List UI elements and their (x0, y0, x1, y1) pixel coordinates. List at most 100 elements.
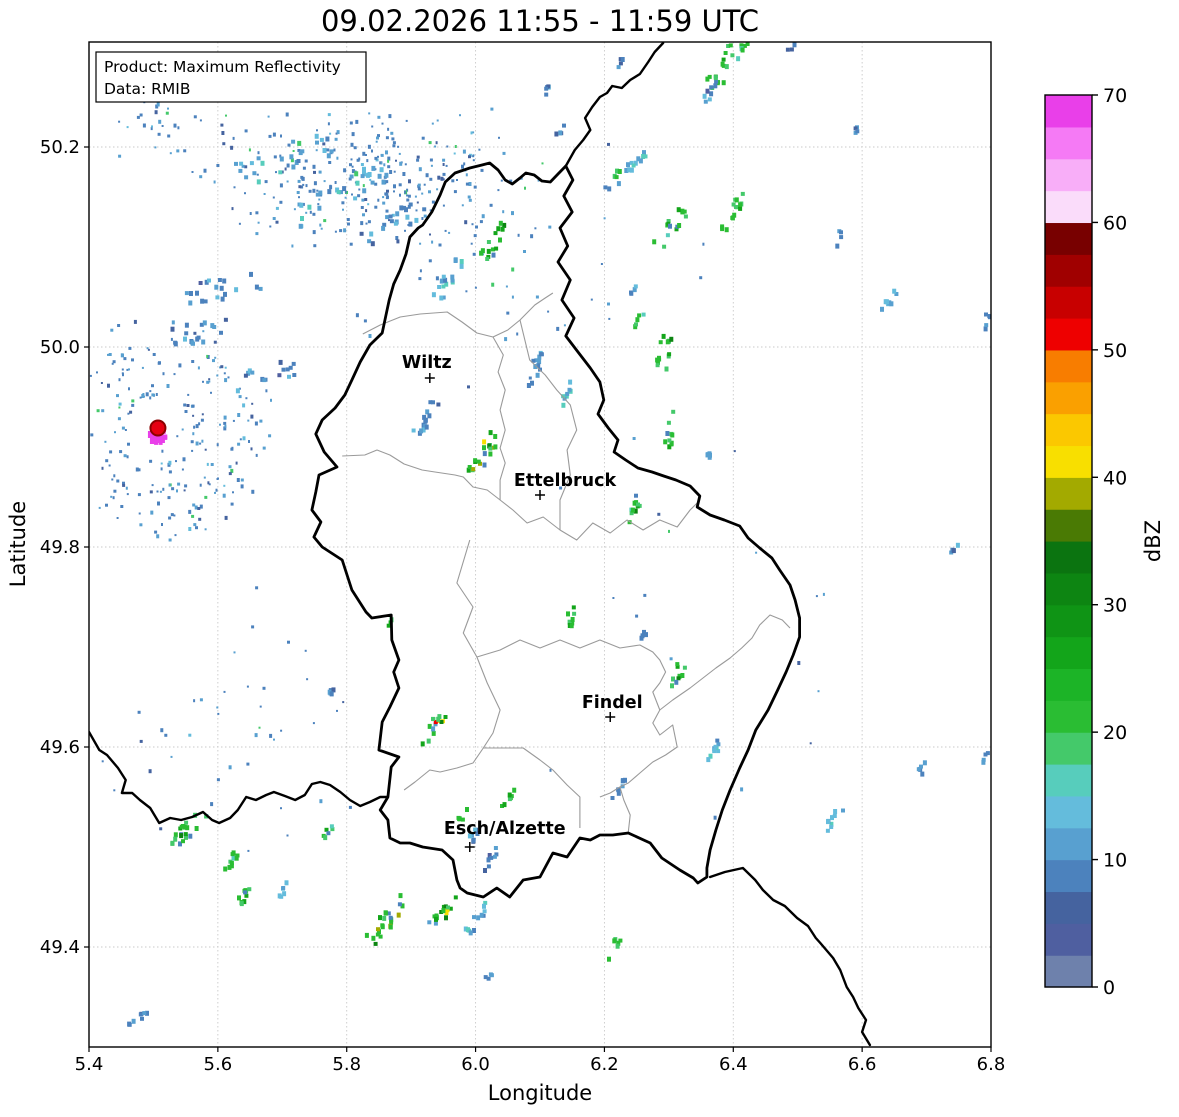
radar-echo-pixel (378, 934, 383, 939)
radar-echo-pixel (620, 57, 625, 62)
radar-echo-pixel (466, 467, 471, 473)
radar-echo-pixel (139, 739, 143, 743)
radar-echo-pixel (236, 478, 240, 482)
radar-echo-pixel (419, 269, 422, 273)
y-tick-label: 50.0 (40, 337, 80, 358)
radar-echo-pixel (168, 483, 171, 487)
radar-echo-pixel (512, 787, 517, 793)
radar-echo-pixel (488, 972, 493, 977)
radar-echo-pixel (184, 322, 189, 328)
radar-echo-pixel (75, 463, 77, 465)
radar-echo-pixel (163, 434, 168, 440)
radar-echo-pixel (169, 152, 172, 155)
radar-echo-pixel (478, 148, 481, 151)
radar-echo-pixel (608, 317, 611, 320)
radar-echo-pixel (129, 410, 133, 414)
radar-echo-pixel (445, 164, 448, 167)
radar-echo-pixel (417, 183, 421, 187)
radar-echo-pixel (212, 359, 215, 363)
radar-echo-pixel (240, 478, 244, 482)
radar-echo-pixel (118, 154, 122, 158)
radar-echo-pixel (68, 421, 70, 423)
radar-echo-pixel (285, 367, 290, 372)
radar-clutter-pixel (147, 431, 157, 438)
radar-echo-pixel (327, 189, 332, 195)
radar-echo-pixel (460, 817, 465, 822)
radar-echo-layer (68, 42, 991, 1027)
radar-echo-pixel (296, 191, 300, 194)
colorbar-tick-label: 70 (1103, 85, 1127, 107)
radar-echo-pixel (188, 833, 193, 839)
radar-echo-pixel (442, 295, 446, 300)
radar-echo-pixel (131, 403, 135, 407)
radar-echo-pixel (203, 476, 206, 479)
radar-echo-pixel (385, 136, 389, 140)
radar-echo-pixel (535, 372, 540, 378)
radar-echo-pixel (118, 378, 121, 382)
radar-echo-pixel (438, 243, 442, 247)
radar-echo-pixel (191, 449, 194, 452)
radar-echo-pixel (984, 312, 988, 317)
radar-echo-pixel (273, 155, 277, 159)
radar-echo-pixel (159, 490, 162, 493)
radar-echo-pixel (640, 633, 645, 639)
radar-echo-pixel (634, 493, 638, 498)
radar-echo-pixel (195, 424, 199, 429)
radar-echo-pixel (70, 431, 73, 434)
radar-echo-pixel (351, 193, 353, 196)
radar-echo-pixel (254, 284, 259, 290)
radar-echo-pixel (428, 400, 433, 405)
radar-echo-pixel (635, 614, 639, 618)
radar-echo-pixel (494, 246, 499, 251)
radar-echo-pixel (119, 450, 123, 454)
radar-echo-pixel (128, 346, 132, 350)
radar-echo-pixel (360, 206, 364, 209)
radar-echo-pixel (369, 231, 374, 237)
radar-echo-pixel (128, 368, 130, 371)
radar-echo-pixel (643, 593, 647, 597)
radar-echo-pixel (682, 209, 687, 214)
radar-echo-pixel (149, 459, 153, 463)
radar-echo-pixel (312, 164, 316, 169)
radar-echo-pixel (264, 180, 268, 184)
radar-echo-pixel (299, 202, 304, 208)
radar-echo-pixel (330, 827, 335, 832)
radar-echo-pixel (301, 178, 304, 181)
radar-echo-pixel (708, 753, 713, 759)
radar-echo-pixel (324, 827, 329, 832)
radar-echo-pixel (336, 130, 340, 135)
radar-echo-pixel (833, 809, 838, 814)
radar-echo-pixel (243, 373, 248, 378)
radar-echo-pixel (214, 284, 219, 290)
radar-echo-pixel (139, 113, 143, 117)
radar-echo-pixel (286, 834, 289, 837)
radar-echo-pixel (530, 234, 534, 239)
radar-echo-pixel (734, 205, 738, 209)
radar-echo-pixel (537, 359, 542, 365)
city-labels: Wiltz Ettelbruck Findel Esch/Alzette (402, 353, 643, 852)
radar-echo-pixel (300, 185, 304, 189)
radar-echo-pixel (145, 1010, 149, 1016)
radar-echo-pixel (139, 396, 142, 399)
radar-echo-pixel (378, 915, 382, 921)
radar-echo-pixel (149, 490, 153, 494)
radar-echo-pixel (230, 502, 234, 506)
radar-echo-pixel (563, 324, 566, 327)
radar-echo-pixel (920, 771, 925, 777)
radar-echo-pixel (461, 204, 464, 207)
radar-echo-pixel (955, 542, 960, 548)
radar-echo-pixel (467, 465, 472, 469)
radar-echo-pixel (312, 722, 315, 725)
radar-echo-pixel (334, 230, 337, 233)
radar-echo-pixel (154, 530, 158, 534)
radar-echo-pixel (465, 290, 468, 293)
radar-echo-pixel (223, 421, 227, 425)
colorbar-segment (1045, 859, 1092, 893)
x-tick-label: 5.8 (332, 1054, 361, 1075)
radar-echo-pixel (83, 442, 86, 445)
radar-echo-pixel (427, 920, 432, 925)
radar-echo-pixel (174, 534, 177, 537)
radar-echo-pixel (475, 831, 480, 836)
radar-echo-pixel (482, 909, 487, 914)
radar-echo-pixel (90, 433, 94, 437)
